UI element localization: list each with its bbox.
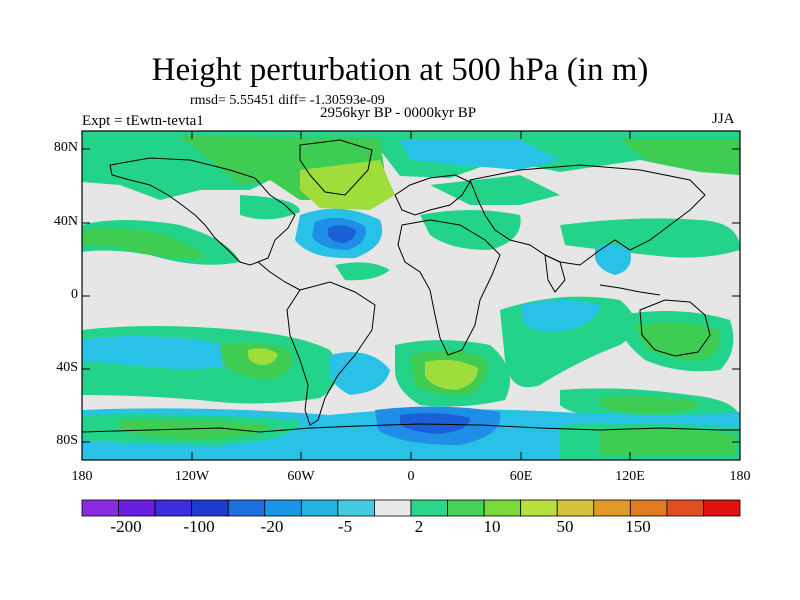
colorbar-swatch — [374, 499, 412, 517]
field-teal-asia — [430, 175, 560, 205]
field-teal-mideast — [420, 210, 521, 250]
lon-label: 0 — [407, 469, 415, 484]
coastlines — [82, 139, 740, 433]
colorbar-swatch — [629, 499, 668, 517]
colorbar-label: 150 — [625, 517, 651, 536]
colorbar-swatch — [447, 499, 485, 517]
colorbar-label: -200 — [110, 517, 142, 536]
field-green-north-pacific — [620, 140, 740, 175]
lon-label: 120W — [174, 469, 210, 484]
colorbar — [81, 499, 741, 517]
coast-antarctica — [82, 423, 740, 433]
coast-india — [544, 254, 566, 293]
colorbar-label: 50 — [556, 517, 574, 536]
field-cyan-philippines — [595, 244, 631, 275]
lat-label: 40S — [56, 360, 78, 375]
field-lime-south-pacific — [248, 348, 278, 365]
stats-text: rmsd= 5.55451 diff= -1.30593e-09 — [190, 93, 385, 108]
field-green-south-indian — [600, 396, 700, 414]
colorbar-swatch — [666, 499, 704, 517]
experiment-label: Expt = tEwtn-tevta1 — [82, 113, 204, 129]
coast-australia — [639, 299, 711, 357]
field-green-antarctic-east — [600, 428, 735, 455]
field-lime-south-atlantic — [425, 360, 478, 390]
field-green-antarctic-west — [120, 419, 270, 440]
coast-africa — [397, 219, 501, 356]
field-blue-dark-antarctic — [400, 413, 470, 434]
colorbar-swatch — [337, 499, 375, 517]
colorbar-label: -20 — [260, 517, 284, 536]
colorbar-swatch — [703, 499, 741, 517]
lon-label: 180 — [729, 469, 751, 484]
colorbar-swatch — [593, 499, 631, 517]
lat-label: 80S — [56, 433, 78, 448]
coast-central-america — [257, 261, 301, 291]
coast-greenland — [299, 139, 373, 196]
lon-label: 120E — [615, 469, 645, 484]
lon-label: 180 — [71, 469, 93, 484]
colorbar-swatch — [300, 499, 339, 517]
colorbar-label: 2 — [414, 517, 424, 536]
colorbar-swatch — [264, 499, 302, 517]
coast-asia — [469, 164, 706, 266]
coast-europe — [394, 174, 471, 216]
colorbar-swatch — [556, 499, 595, 517]
colorbar-swatch — [483, 499, 522, 517]
lat-label: 0 — [71, 287, 78, 302]
coast-north-america — [109, 157, 296, 266]
coast-indonesia — [599, 284, 661, 296]
axis-ticks — [81, 131, 741, 460]
field-cyan-north-europe — [400, 140, 560, 170]
coast-south-america — [286, 281, 376, 426]
colorbar-swatch — [118, 499, 156, 517]
field-teal-north-atlantic-east — [240, 195, 300, 220]
height-field — [82, 131, 740, 460]
lon-label: 60W — [287, 469, 315, 484]
lon-label: 60E — [509, 469, 533, 484]
field-blue-dark-atlantic — [328, 225, 356, 243]
field-green-pacific-ne — [82, 228, 205, 259]
colorbar-label: -100 — [183, 517, 215, 536]
colorbar-swatch — [191, 499, 229, 517]
colorbar-label: -5 — [337, 517, 353, 536]
field-cyan-south-pacific — [82, 336, 245, 369]
plot-title: Height perturbation at 500 hPa (in m) — [151, 52, 649, 88]
field-cyan-south-atlantic — [330, 352, 390, 395]
colorbar-label: 10 — [483, 517, 501, 536]
field-lime-atlantic-north — [300, 160, 395, 210]
lat-label: 40N — [53, 214, 78, 229]
field-cyan-indian-ocean — [520, 300, 600, 332]
field-teal-caribbean — [335, 262, 390, 281]
lat-label: 80N — [53, 140, 78, 155]
period-text: 2956kyr BP - 0000kyr BP — [320, 105, 477, 121]
colorbar-swatch — [410, 499, 448, 517]
colorbar-swatch — [520, 499, 558, 517]
colorbar-swatch — [154, 499, 193, 517]
season-label: JJA — [712, 111, 735, 127]
colorbar-swatch — [227, 499, 266, 517]
colorbar-swatch — [81, 499, 119, 517]
